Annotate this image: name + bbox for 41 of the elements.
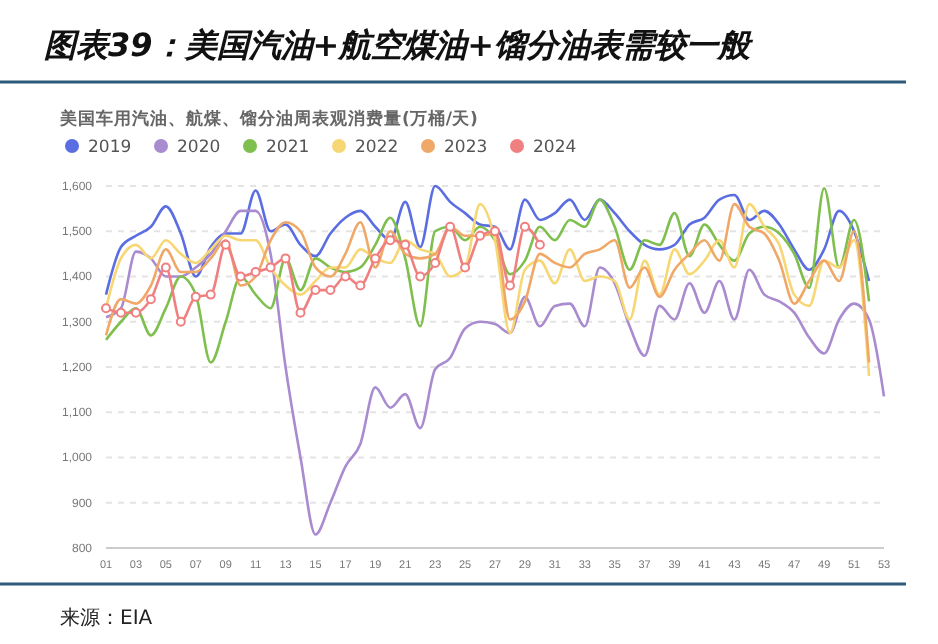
point [235, 271, 246, 282]
point [175, 316, 186, 327]
source-note: 来源：EIA [60, 606, 153, 630]
point [160, 262, 171, 273]
point [504, 280, 515, 291]
legend-label: 2021 [266, 138, 310, 158]
point [280, 253, 291, 264]
point [400, 239, 411, 250]
point [430, 257, 441, 268]
point [340, 271, 351, 282]
point [325, 285, 336, 296]
line-series [104, 209, 886, 536]
legend-label: 2020 [177, 138, 221, 158]
point [295, 307, 306, 318]
legend-label: 2019 [88, 138, 132, 158]
point [220, 239, 231, 250]
chart-title: 图表39：美国汽油+航空煤油+馏分油表需较一般 [44, 26, 755, 64]
point [370, 253, 381, 264]
point [445, 221, 456, 232]
point [250, 266, 261, 277]
point [534, 239, 545, 250]
point [310, 285, 321, 296]
point [265, 262, 276, 273]
point [130, 307, 141, 318]
point [355, 280, 366, 291]
point [490, 226, 500, 237]
legend-label: 2022 [355, 138, 399, 158]
point [385, 235, 396, 246]
legend-label: 2023 [444, 138, 488, 158]
point [475, 230, 486, 241]
line-series [104, 184, 871, 296]
point [519, 221, 530, 232]
legend-label: 2024 [533, 138, 577, 158]
point [115, 307, 126, 318]
point [460, 262, 471, 273]
point [415, 271, 426, 282]
point [190, 291, 201, 302]
point [205, 289, 216, 300]
point [101, 303, 111, 314]
point [145, 294, 156, 305]
chart-subtitle: 美国车用汽油、航煤、馏分油周表观消费量(万桶/天) [58, 108, 478, 130]
